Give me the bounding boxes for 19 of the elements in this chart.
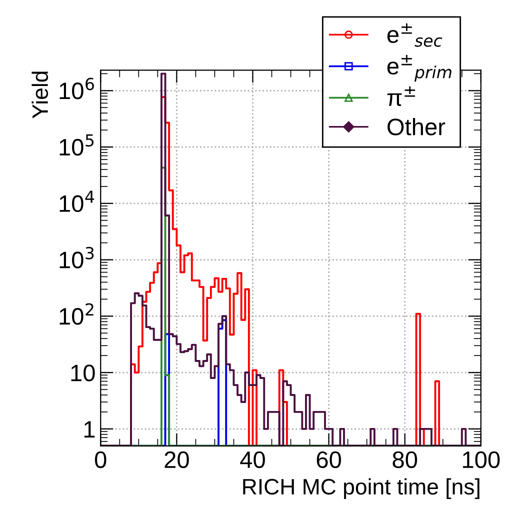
y-tick-label: 10$^{2}$ [60,303,94,325]
legend-label: π$^{±}$ [387,86,416,106]
y-tick-label: 10$^{4}$ [60,190,94,212]
y-axis-title: Yield [32,72,48,118]
legend-label: Other [388,118,446,136]
y-tick-label: 10$^{3}$ [60,246,94,268]
x-tick-label: 80 [392,451,418,468]
legend-label: e$^{±}$$_{prim}$ [387,54,452,82]
y-tick-label: 10$^{6}$ [60,78,94,100]
x-tick-label: 40 [240,451,265,468]
x-tick-label: 100 [463,451,500,468]
y-tick-label: 10$^{5}$ [60,134,94,156]
x-tick-label: 60 [316,451,342,468]
y-tick-label: 10 [71,364,95,382]
x-tick-label: 0 [94,451,106,468]
y-tick-label: 1 [84,421,95,438]
x-axis-title: RICH MC point time [ns] [243,478,480,500]
legend-label: e$^{±}$$_{sec}$ [387,23,442,47]
x-tick-label: 20 [164,451,189,468]
